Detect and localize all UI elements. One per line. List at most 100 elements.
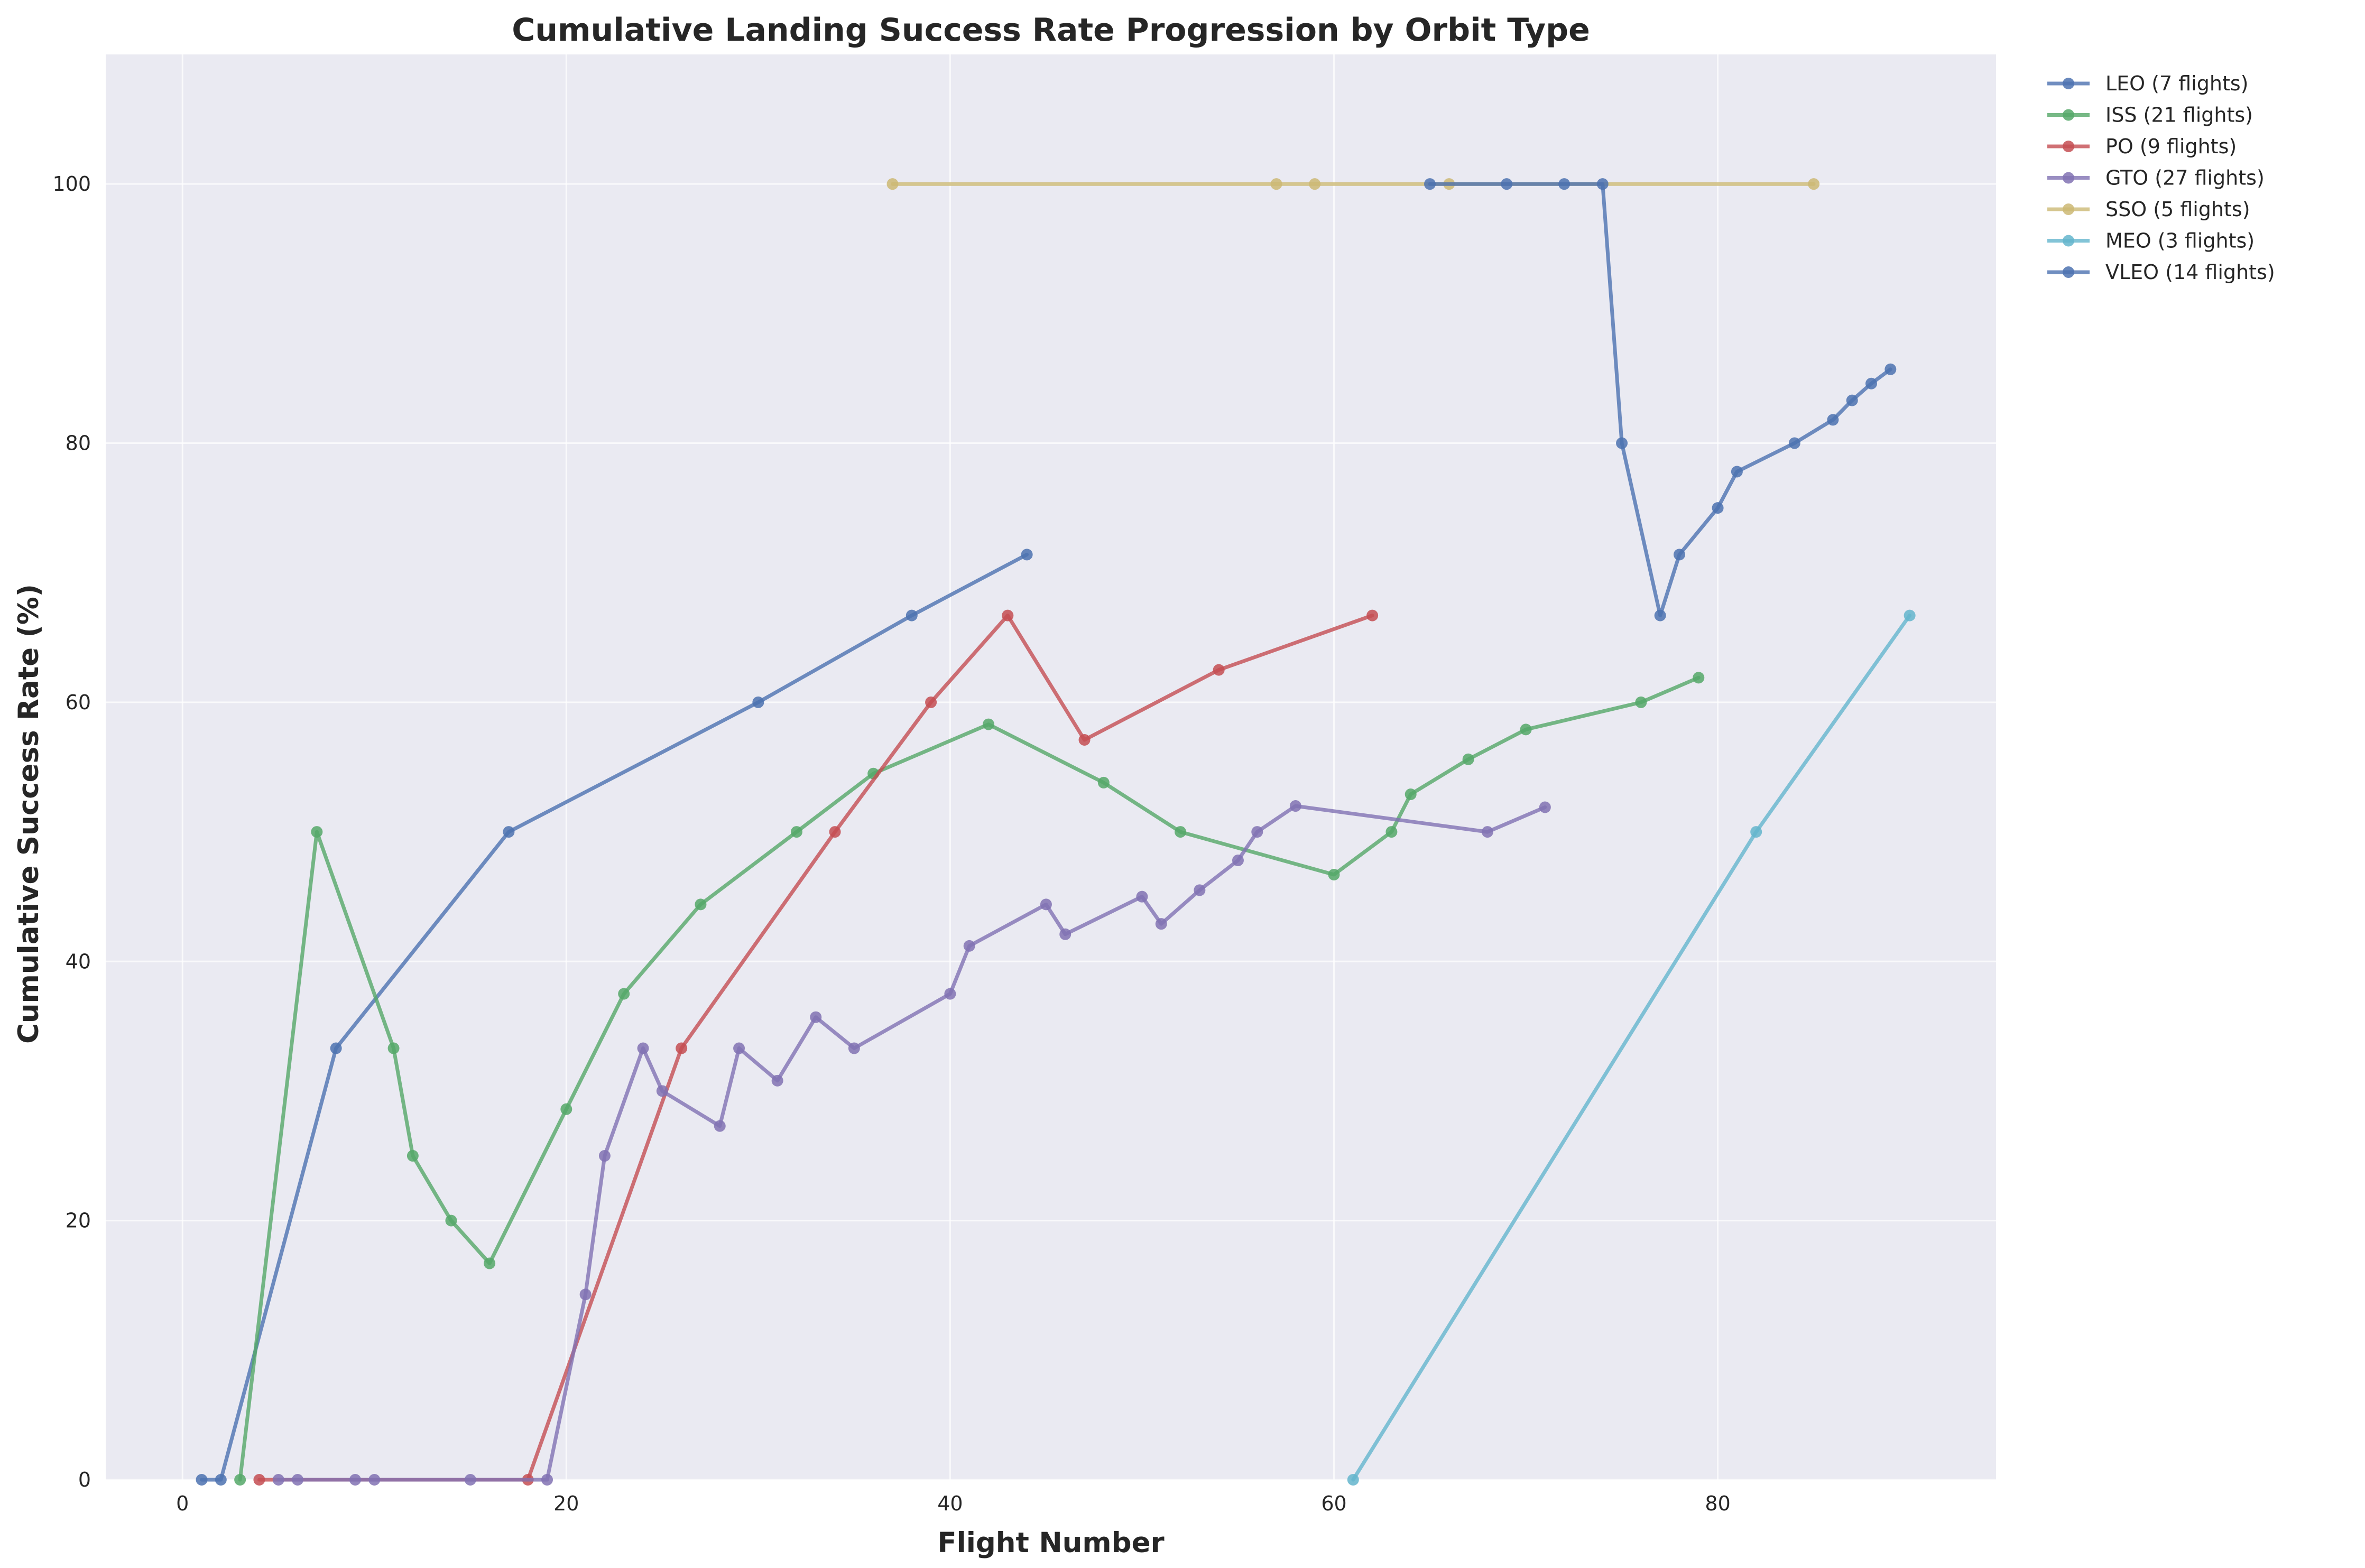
data-point bbox=[311, 826, 323, 838]
data-point bbox=[1270, 178, 1282, 190]
data-point bbox=[1155, 918, 1167, 930]
data-point bbox=[1040, 898, 1052, 911]
y-tick-label: 20 bbox=[66, 1209, 91, 1232]
data-point bbox=[1385, 826, 1398, 838]
data-point bbox=[272, 1474, 284, 1486]
x-tick-label: 0 bbox=[176, 1492, 189, 1515]
legend-label: VLEO (14 flights) bbox=[2105, 261, 2275, 284]
legend-marker bbox=[2063, 141, 2074, 152]
data-point bbox=[752, 696, 764, 708]
data-point bbox=[810, 1011, 822, 1023]
x-tick-label: 20 bbox=[553, 1492, 579, 1515]
data-point bbox=[1309, 178, 1321, 190]
data-point bbox=[464, 1474, 476, 1486]
legend-label: MEO (3 flights) bbox=[2105, 229, 2255, 253]
legend-item: PO (9 flights) bbox=[2047, 135, 2237, 158]
data-point bbox=[1884, 363, 1897, 375]
data-point bbox=[714, 1120, 726, 1132]
data-point bbox=[1462, 753, 1474, 765]
data-point bbox=[1520, 723, 1532, 736]
data-point bbox=[196, 1474, 208, 1486]
y-tick-label: 100 bbox=[52, 172, 91, 196]
data-point bbox=[292, 1474, 304, 1486]
data-point bbox=[579, 1288, 592, 1301]
y-tick-label: 40 bbox=[66, 950, 91, 973]
series-1 bbox=[234, 672, 1705, 1486]
data-point bbox=[1021, 549, 1033, 561]
legend-marker bbox=[2063, 172, 2074, 184]
data-point bbox=[560, 1103, 572, 1115]
series-5 bbox=[1347, 609, 1916, 1486]
data-point bbox=[983, 718, 995, 730]
data-point bbox=[387, 1042, 400, 1054]
data-point bbox=[637, 1042, 649, 1054]
data-point bbox=[234, 1474, 246, 1486]
y-tick-label: 60 bbox=[66, 691, 91, 714]
legend-marker bbox=[2063, 78, 2074, 89]
data-point bbox=[1405, 788, 1417, 800]
data-point bbox=[790, 826, 802, 838]
data-point bbox=[349, 1474, 361, 1486]
data-point bbox=[1136, 890, 1148, 903]
legend-item: LEO (7 flights) bbox=[2047, 72, 2248, 95]
legend-label: PO (9 flights) bbox=[2105, 135, 2237, 158]
data-point bbox=[368, 1474, 381, 1486]
data-point bbox=[330, 1042, 342, 1054]
data-point bbox=[1424, 178, 1436, 190]
data-point bbox=[618, 988, 630, 1000]
y-tick-label: 0 bbox=[78, 1468, 91, 1491]
data-point bbox=[1616, 437, 1628, 449]
data-point bbox=[1827, 414, 1839, 426]
data-point bbox=[656, 1085, 668, 1097]
data-point bbox=[1904, 609, 1916, 621]
legend-item: VLEO (14 flights) bbox=[2047, 261, 2275, 284]
data-point bbox=[1635, 696, 1647, 708]
data-point bbox=[695, 898, 707, 911]
data-point bbox=[1347, 1474, 1359, 1486]
legend-marker bbox=[2063, 203, 2074, 215]
data-point bbox=[1002, 609, 1014, 621]
x-axis-label: Flight Number bbox=[937, 1527, 1164, 1559]
series-2 bbox=[253, 609, 1379, 1486]
legend-marker bbox=[2063, 235, 2074, 247]
data-point bbox=[484, 1257, 496, 1269]
data-point bbox=[1251, 826, 1263, 838]
data-point bbox=[1328, 869, 1340, 881]
data-point bbox=[1673, 549, 1685, 561]
data-point bbox=[407, 1150, 419, 1162]
legend-item: GTO (27 flights) bbox=[2047, 166, 2265, 190]
data-point bbox=[1289, 800, 1301, 812]
data-point bbox=[1750, 826, 1762, 838]
series-3 bbox=[272, 800, 1551, 1486]
data-point bbox=[598, 1150, 611, 1162]
data-point bbox=[925, 696, 937, 708]
legend-marker bbox=[2063, 266, 2074, 278]
data-point bbox=[1808, 178, 1820, 190]
legend-item: ISS (21 flights) bbox=[2047, 104, 2253, 127]
data-point bbox=[1654, 609, 1666, 621]
data-point bbox=[771, 1074, 783, 1087]
data-point bbox=[1366, 609, 1379, 621]
legend-label: LEO (7 flights) bbox=[2105, 72, 2248, 95]
series-6 bbox=[1424, 178, 1897, 621]
legend-item: SSO (5 flights) bbox=[2047, 198, 2250, 221]
legend-item: MEO (3 flights) bbox=[2047, 229, 2255, 253]
data-point bbox=[1232, 855, 1244, 867]
legend-label: SSO (5 flights) bbox=[2105, 198, 2250, 221]
data-point bbox=[215, 1474, 227, 1486]
data-point bbox=[963, 940, 975, 952]
data-point bbox=[503, 826, 515, 838]
legend-label: GTO (27 flights) bbox=[2105, 166, 2265, 190]
data-point bbox=[829, 826, 841, 838]
data-point bbox=[541, 1474, 553, 1486]
data-point bbox=[1558, 178, 1570, 190]
data-point bbox=[1097, 776, 1110, 788]
legend-marker bbox=[2063, 109, 2074, 121]
data-point bbox=[1175, 826, 1187, 838]
data-point bbox=[1596, 178, 1609, 190]
data-point bbox=[1059, 928, 1071, 940]
series-0 bbox=[196, 549, 1033, 1486]
y-axis-label: Cumulative Success Rate (%) bbox=[13, 584, 45, 1044]
